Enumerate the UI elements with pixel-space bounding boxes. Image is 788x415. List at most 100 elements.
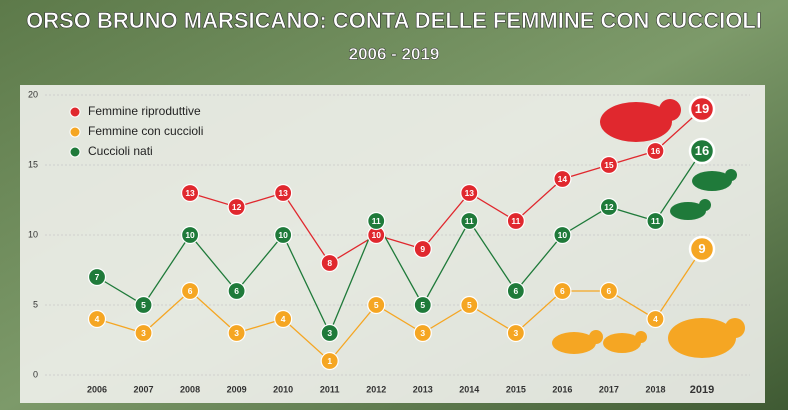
y-tick-label: 0 xyxy=(33,369,38,379)
data-point xyxy=(460,183,479,203)
data-label: 6 xyxy=(513,286,518,296)
data-label: 6 xyxy=(234,286,239,296)
data-label: 11 xyxy=(511,216,520,226)
data-label: 6 xyxy=(607,286,612,296)
data-point xyxy=(227,323,246,343)
data-point xyxy=(227,281,246,301)
data-point xyxy=(506,323,525,343)
legend-label: Cuccioli nati xyxy=(88,144,153,158)
data-point xyxy=(506,281,525,301)
data-point xyxy=(413,323,432,343)
x-tick-label: 2008 xyxy=(180,384,200,394)
data-label: 15 xyxy=(604,160,614,170)
data-point xyxy=(180,183,200,203)
data-label: 12 xyxy=(232,202,242,212)
data-label: 4 xyxy=(653,314,658,324)
data-label: 9 xyxy=(698,241,705,256)
data-point xyxy=(646,309,665,329)
data-label: 3 xyxy=(420,328,425,338)
data-point xyxy=(646,211,665,231)
y-tick-label: 20 xyxy=(28,89,38,99)
data-label: 5 xyxy=(420,300,425,310)
y-tick-label: 5 xyxy=(33,299,38,309)
data-point xyxy=(87,267,107,287)
data-label: 5 xyxy=(141,300,146,310)
data-point xyxy=(227,197,246,217)
y-tick-label: 15 xyxy=(28,159,38,169)
data-label: 14 xyxy=(558,174,568,184)
data-label: 1 xyxy=(327,356,332,366)
data-point xyxy=(599,155,619,175)
x-tick-label: 2006 xyxy=(87,384,107,394)
data-point xyxy=(599,281,619,301)
x-tick-label: 2019 xyxy=(690,384,714,396)
legend-swatch xyxy=(69,126,81,138)
x-tick-label: 2014 xyxy=(459,384,479,394)
data-label: 16 xyxy=(651,146,661,156)
data-point xyxy=(320,323,339,343)
data-point xyxy=(688,137,716,165)
data-label: 10 xyxy=(185,230,195,240)
data-label: 3 xyxy=(327,328,332,338)
x-tick-label: 2016 xyxy=(552,384,572,394)
data-point xyxy=(599,197,619,217)
data-point xyxy=(553,225,572,245)
data-point xyxy=(413,239,432,259)
data-point xyxy=(413,295,432,315)
y-tick-label: 10 xyxy=(28,229,38,239)
chart-title: ORSO BRUNO MARSICANO: CONTA DELLE FEMMIN… xyxy=(26,8,762,33)
legend-label: Femmine riproduttive xyxy=(88,104,201,118)
data-label: 10 xyxy=(371,230,381,240)
data-point xyxy=(274,309,293,329)
data-label: 3 xyxy=(234,328,239,338)
x-tick-label: 2007 xyxy=(134,384,154,394)
x-tick-label: 2011 xyxy=(320,384,340,394)
data-label: 10 xyxy=(278,230,288,240)
data-point xyxy=(506,211,525,231)
data-point xyxy=(180,225,200,245)
data-label: 5 xyxy=(467,300,472,310)
x-tick-label: 2017 xyxy=(599,384,619,394)
data-label: 19 xyxy=(695,101,709,116)
bear-icons xyxy=(552,99,745,358)
legend-swatch xyxy=(69,106,81,118)
data-label: 11 xyxy=(651,216,660,226)
data-label: 6 xyxy=(188,286,193,296)
data-point xyxy=(367,211,386,231)
data-point xyxy=(646,141,665,161)
data-point xyxy=(688,235,716,263)
data-label: 12 xyxy=(604,202,614,212)
data-label: 7 xyxy=(95,272,100,282)
data-point xyxy=(180,281,200,301)
data-label: 5 xyxy=(374,300,379,310)
data-label: 8 xyxy=(327,258,332,268)
legend-label: Femmine con cuccioli xyxy=(88,124,203,138)
data-label: 6 xyxy=(560,286,565,296)
data-point xyxy=(367,295,386,315)
data-label: 16 xyxy=(695,143,709,158)
x-tick-label: 2013 xyxy=(413,384,433,394)
data-point xyxy=(460,295,479,315)
data-point xyxy=(134,295,153,315)
data-label: 9 xyxy=(420,244,425,254)
data-point xyxy=(553,281,572,301)
data-point xyxy=(274,183,293,203)
data-point xyxy=(134,323,153,343)
data-point xyxy=(320,351,339,371)
legend-swatch xyxy=(69,146,81,158)
data-label: 4 xyxy=(281,314,286,324)
data-label: 13 xyxy=(185,188,195,198)
data-label: 13 xyxy=(465,188,475,198)
data-label: 3 xyxy=(141,328,146,338)
x-tick-label: 2010 xyxy=(273,384,293,394)
x-tick-label: 2018 xyxy=(645,384,665,394)
data-label: 11 xyxy=(372,216,381,226)
x-tick-label: 2012 xyxy=(366,384,386,394)
data-point xyxy=(460,211,479,231)
x-tick-label: 2015 xyxy=(506,384,526,394)
data-label: 3 xyxy=(513,328,518,338)
x-tick-label: 2009 xyxy=(227,384,247,394)
data-point xyxy=(320,253,339,273)
data-label: 11 xyxy=(465,216,474,226)
